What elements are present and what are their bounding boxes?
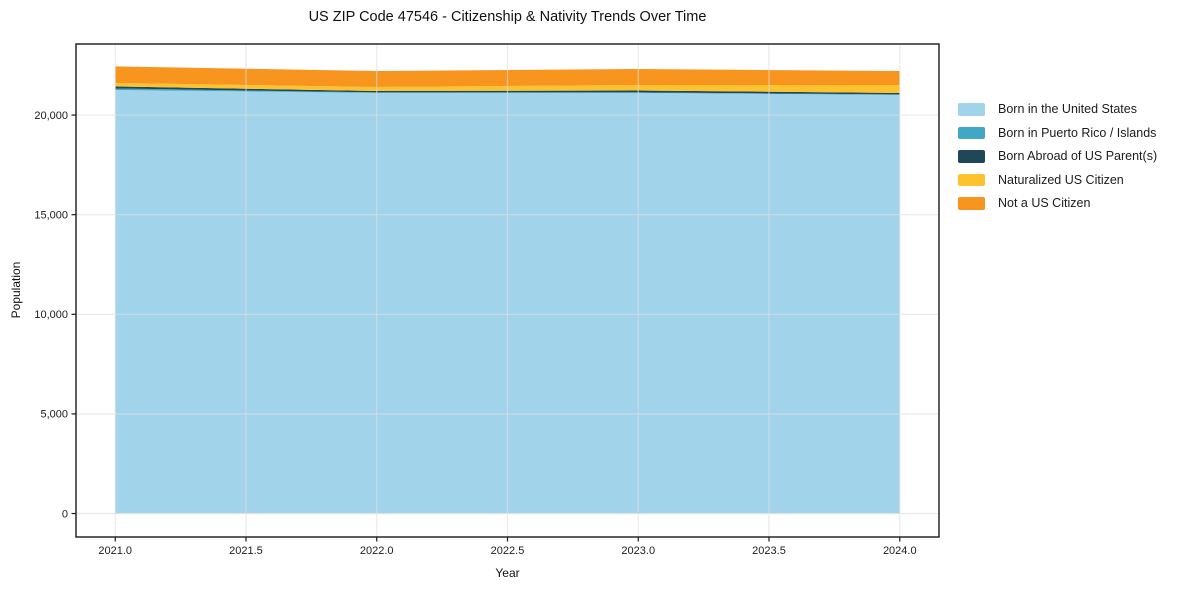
y-tick-label: 5,000 — [40, 409, 68, 421]
legend-item-born-abroad-of-us-parent-s: Born Abroad of US Parent(s) — [958, 150, 1157, 163]
legend-swatch-born-in-puerto-rico-islands — [958, 126, 985, 140]
y-tick-label: 0 — [62, 508, 68, 520]
legend-swatch-born-abroad-of-us-parent-s — [958, 150, 985, 163]
legend-item-born-in-the-united-states: Born in the United States — [958, 103, 1157, 116]
x-tick-label: 2021.5 — [229, 545, 263, 557]
x-tick-label: 2023.0 — [621, 545, 655, 557]
y-tick-label: 10,000 — [34, 309, 68, 321]
legend-swatch-born-in-the-united-states — [958, 103, 985, 116]
legend-label: Born in the United States — [998, 102, 1137, 116]
legend-label: Not a US Citizen — [998, 196, 1091, 210]
legend-label: Born in Puerto Rico / Islands — [998, 125, 1157, 140]
legend-swatch-not-a-us-citizen — [958, 197, 985, 210]
x-tick-label: 2023.5 — [752, 545, 786, 557]
area-born-abroad-of-us-parent-s — [115, 86, 900, 95]
x-tick-label: 2022.0 — [360, 545, 394, 557]
x-axis-label: Year — [495, 566, 520, 580]
legend: Born in the United States Born in Puerto … — [958, 103, 1157, 210]
x-tick-label: 2022.5 — [491, 545, 525, 557]
legend-label: Born Abroad of US Parent(s) — [998, 149, 1158, 163]
x-tick-label: 2024.0 — [883, 545, 917, 557]
area-born-in-puerto-rico-islands — [115, 88, 900, 95]
legend-item-naturalized-us-citizen: Naturalized US Citizen — [958, 172, 1157, 187]
y-tick-label: 15,000 — [34, 209, 68, 221]
y-axis-label: Population — [9, 261, 23, 319]
legend-item-born-in-puerto-rico-islands: Born in Puerto Rico / Islands — [958, 125, 1157, 140]
y-tick-label: 20,000 — [34, 110, 68, 122]
legend-label: Naturalized US Citizen — [998, 172, 1124, 187]
chart-title: US ZIP Code 47546 - Citizenship & Nativi… — [308, 9, 707, 25]
legend-item-not-a-us-citizen: Not a US Citizen — [958, 197, 1157, 210]
legend-swatch-naturalized-us-citizen — [958, 173, 985, 187]
x-tick-label: 2021.0 — [98, 545, 132, 557]
